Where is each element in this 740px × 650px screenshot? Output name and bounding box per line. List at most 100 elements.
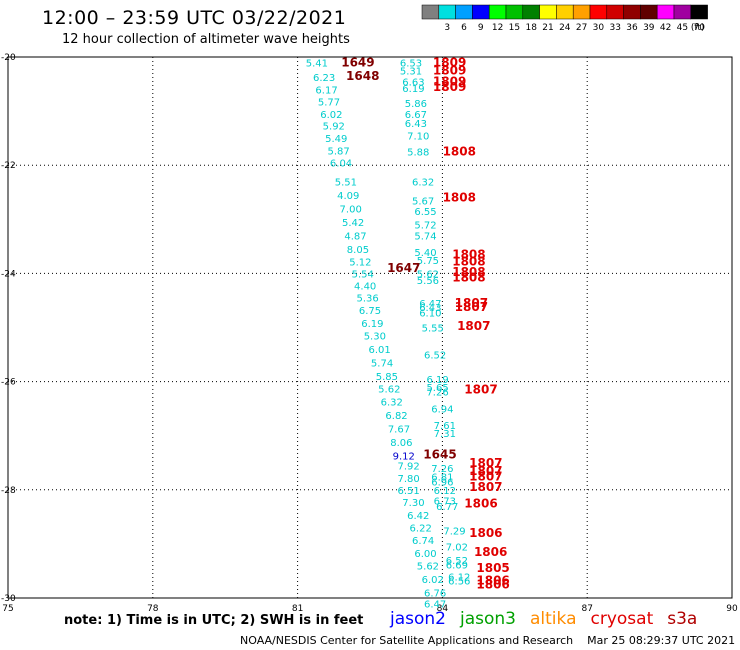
wave-height-label: 6.32 [412,177,434,188]
timestamp: Mar 25 08:29:37 UTC 2021 [587,634,736,647]
legend-swatch [539,4,557,20]
y-tick-label: -24 [1,269,16,279]
wave-height-label: 6.22 [410,524,432,535]
wave-height-label: 5.77 [318,97,340,108]
wave-height-label: 5.86 [405,99,427,110]
legend-swatch [589,4,608,20]
orbit-label: 1647 [387,261,420,275]
legend-label: 39 [643,23,655,33]
legend-swatch [606,4,624,20]
wave-height-label: 6.76 [424,589,446,600]
legend-swatch [572,4,591,20]
legend-label: 27 [576,23,587,33]
wave-height-label: 6.75 [359,306,381,317]
orbit-label: 1808 [452,247,485,261]
wave-height-label: 6.04 [330,158,352,169]
wave-height-label: 5.88 [407,148,429,159]
wave-height-label: 5.56 [417,276,439,287]
wave-height-label: 6.74 [412,536,434,547]
footer-note: note: 1) Time is in UTC; 2) SWH is in fe… [64,613,364,628]
legend-label: 33 [609,23,620,33]
wave-height-label: 5.92 [323,122,345,133]
wave-height-label: 7.31 [434,429,456,440]
wave-height-label: 6.43 [419,303,441,314]
grid-lines [8,57,732,598]
orbit-label: 1649 [341,55,374,69]
wave-height-label: 6.52 [446,556,468,567]
orbit-label: 1806 [474,545,507,559]
wave-height-label: 5.36 [356,294,378,305]
wave-height-label: 7.30 [402,498,424,509]
satellite-name: altika [530,609,577,629]
legend-swatch [472,4,490,20]
legend-swatch [455,4,473,20]
satellite-name: cryosat [590,609,654,629]
wave-height-label: 5.49 [325,134,347,145]
wave-height-label: 6.32 [381,398,403,409]
legend-swatch [421,4,440,20]
wave-height-label: 6.55 [414,207,436,218]
wave-height-label: 5.30 [364,332,386,343]
wave-height-label: 6.12 [434,486,456,497]
y-tick-label: -26 [1,378,16,388]
legend-swatch [656,4,675,20]
y-tick-label: -30 [1,594,16,604]
wave-height-label: 4.87 [344,232,366,243]
wave-height-label: 7.67 [388,425,410,436]
wave-height-label: 5.62 [417,562,439,573]
wave-height-label: 6.43 [405,119,427,130]
wave-height-label: 7.29 [443,526,465,537]
y-tick-label: -20 [1,53,16,63]
wave-height-label: 8.05 [347,245,369,256]
wave-height-label: 6.47 [419,299,441,310]
wave-height-label: 6.63 [402,77,424,88]
data-points: 5.416.236.175.776.025.925.495.876.045.51… [306,55,510,610]
legend-label: 36 [626,23,638,33]
wave-height-label: 7.26 [426,387,448,398]
orbit-label: 1808 [443,145,476,159]
x-tick-label: 84 [437,604,449,614]
wave-height-label: 6.47 [424,599,446,610]
wave-height-label: 7.00 [340,204,362,215]
wave-height-label: 4.09 [337,191,359,202]
wave-height-label: 6.42 [407,511,429,522]
y-tick-label: -22 [1,161,16,171]
wave-height-label: 6.56 [448,577,470,588]
wave-height-label: 7.61 [434,421,456,432]
wave-height-label: 6.19 [402,84,424,95]
legend-label: 24 [559,23,571,33]
legend-swatch [522,4,540,20]
orbit-label: 1808 [452,271,485,285]
wave-height-label: 4.40 [354,281,376,292]
wave-height-label: 7.10 [407,131,429,142]
satellite-legend: jason2 jason3 altika cryosat s3a [390,609,711,629]
satellite-name: jason3 [460,609,516,629]
wave-height-label: 6.19 [361,319,383,330]
wave-height-label: 6.02 [422,575,444,586]
x-tick-label: 78 [147,604,159,614]
wave-height-label: 6.82 [385,411,407,422]
orbit-label: 1806 [476,574,509,588]
orbit-label: 1807 [469,469,502,483]
orbit-label: 1808 [452,265,485,279]
wave-height-label: 5.54 [352,269,374,280]
legend-swatch [488,4,507,20]
wave-height-label: 7.02 [446,543,468,554]
wave-height-label: 5.51 [335,177,357,188]
x-tick-label: 81 [292,604,303,614]
wave-height-label: 5.85 [376,372,398,383]
orbit-label: 1807 [469,464,502,478]
wave-height-label: 5.55 [422,324,444,335]
orbit-label: 1648 [346,69,379,83]
legend-label: 21 [542,23,553,33]
plot-frame [7,56,733,599]
wave-height-label: 6.51 [397,486,419,497]
legend-label: 15 [509,23,520,33]
legend-label: 42 [660,23,671,33]
orbit-label: 1806 [469,526,502,540]
orbit-label: 1809 [433,80,466,94]
orbit-label: 1806 [464,496,497,510]
wave-height-label: 6.77 [436,502,458,513]
orbit-label: 1805 [476,561,509,575]
